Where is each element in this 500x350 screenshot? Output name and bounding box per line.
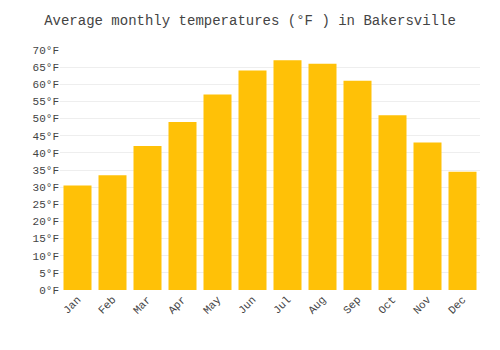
svg-text:50°F: 50°F [33,113,59,125]
svg-text:65°F: 65°F [33,62,59,74]
svg-text:20°F: 20°F [33,216,59,228]
svg-text:Jun: Jun [236,294,258,316]
svg-text:Apr: Apr [166,294,188,316]
svg-text:60°F: 60°F [33,79,59,91]
svg-text:Average monthly temperatures (: Average monthly temperatures (°F ) in Ba… [44,13,456,29]
svg-text:Sep: Sep [341,294,363,316]
svg-text:Dec: Dec [446,294,468,316]
svg-text:15°F: 15°F [33,233,59,245]
svg-text:10°F: 10°F [33,251,59,263]
svg-text:70°F: 70°F [33,45,59,57]
svg-text:35°F: 35°F [33,165,59,177]
svg-text:May: May [201,294,224,317]
svg-text:Nov: Nov [411,294,434,317]
svg-text:5°F: 5°F [39,268,59,280]
svg-text:30°F: 30°F [33,182,59,194]
svg-text:40°F: 40°F [33,148,59,160]
svg-text:Aug: Aug [306,294,328,316]
svg-text:Feb: Feb [96,294,118,316]
svg-text:45°F: 45°F [33,131,59,143]
svg-text:Mar: Mar [131,294,153,316]
svg-text:Jul: Jul [271,294,293,316]
svg-text:Oct: Oct [376,294,398,316]
svg-text:0°F: 0°F [39,285,59,297]
svg-text:55°F: 55°F [33,96,59,108]
svg-text:Jan: Jan [61,294,83,316]
svg-text:25°F: 25°F [33,199,59,211]
